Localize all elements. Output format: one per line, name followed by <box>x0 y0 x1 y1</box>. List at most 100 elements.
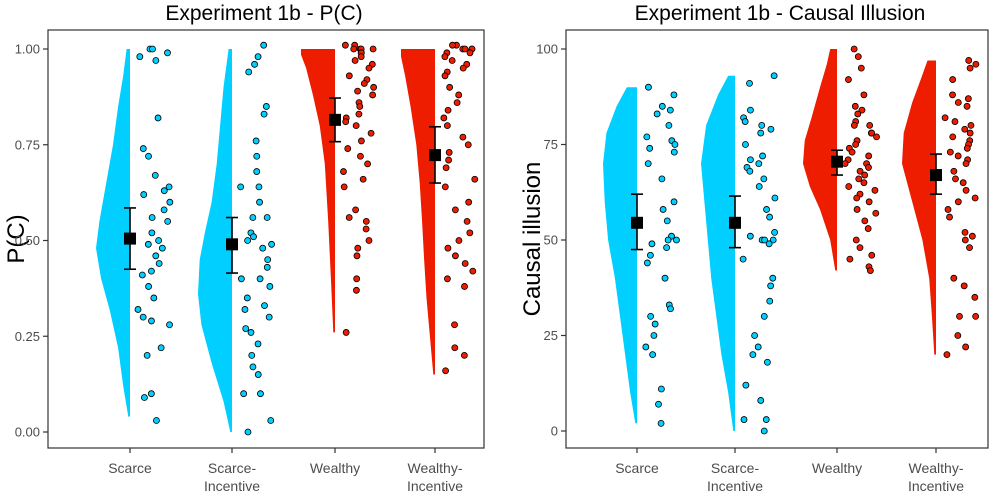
data-point <box>444 106 452 114</box>
data-point <box>141 394 148 401</box>
mean-marker <box>329 113 341 126</box>
data-point <box>762 416 770 423</box>
data-point <box>263 214 271 221</box>
data-point <box>356 103 364 110</box>
mean-marker <box>831 155 843 168</box>
data-point <box>950 167 958 175</box>
data-point <box>244 428 252 436</box>
data-point <box>771 228 778 236</box>
data-point <box>138 271 146 279</box>
data-point <box>767 282 775 290</box>
data-point <box>244 237 252 244</box>
data-point <box>353 286 360 294</box>
data-point <box>873 133 880 141</box>
data-point <box>755 183 763 190</box>
data-point <box>237 275 245 283</box>
data-point <box>451 344 459 352</box>
data-point <box>771 194 779 202</box>
data-point <box>761 236 769 244</box>
data-point <box>658 175 666 183</box>
data-point <box>465 198 473 206</box>
data-point <box>845 76 852 83</box>
data-point <box>857 64 865 72</box>
data-point <box>946 148 954 156</box>
data-point <box>949 91 956 99</box>
data-point <box>446 83 454 91</box>
data-point <box>650 332 658 339</box>
data-point <box>444 244 452 252</box>
y-tick-label: 0.75 <box>15 137 40 152</box>
data-point <box>648 240 656 248</box>
data-point <box>139 145 147 152</box>
data-point <box>134 306 142 313</box>
data-point <box>152 252 160 260</box>
data-point <box>252 137 260 145</box>
data-point <box>250 233 257 241</box>
data-point <box>663 217 671 225</box>
data-point <box>854 53 862 61</box>
x-tick-label: Scarce <box>615 460 659 476</box>
data-point <box>149 45 156 53</box>
data-point <box>954 152 962 160</box>
data-point <box>657 385 665 393</box>
data-point <box>249 214 257 221</box>
data-point <box>850 122 858 129</box>
data-point <box>643 259 651 267</box>
data-point <box>770 72 778 80</box>
data-point <box>342 329 350 336</box>
data-point <box>364 160 371 168</box>
data-point <box>441 53 449 61</box>
data-point <box>760 175 768 183</box>
data-point <box>757 129 765 137</box>
data-point <box>952 175 959 183</box>
plot-frame <box>565 29 989 449</box>
data-point <box>860 91 868 99</box>
y-axis-title: Causal illusion <box>519 162 546 317</box>
data-point <box>166 321 173 329</box>
y-tick-label: 0.50 <box>15 233 40 248</box>
y-tick-label: 75 <box>544 137 558 152</box>
x-tick-label: Scarce- <box>711 460 760 476</box>
data-point <box>241 306 249 313</box>
data-point <box>871 186 879 194</box>
data-point <box>759 152 766 160</box>
data-point <box>157 344 165 352</box>
data-point <box>139 313 147 321</box>
y-tick-label: 1.00 <box>15 42 40 57</box>
data-point <box>143 351 151 359</box>
y-axis-title: P(C) <box>3 214 30 263</box>
data-point <box>340 183 348 191</box>
data-point <box>663 244 671 252</box>
data-point <box>254 371 262 378</box>
data-point <box>249 363 257 371</box>
data-point <box>267 417 275 424</box>
mean-marker <box>124 232 136 245</box>
data-point <box>152 57 160 64</box>
data-point <box>868 129 876 137</box>
data-point <box>345 72 353 80</box>
data-point <box>461 283 468 290</box>
data-point <box>259 244 267 252</box>
x-tick-label: Scarce <box>108 460 152 476</box>
data-point <box>254 53 262 61</box>
data-point <box>963 144 971 152</box>
data-point <box>655 400 662 408</box>
data-point <box>352 206 359 214</box>
data-point <box>260 110 268 118</box>
data-point <box>965 57 973 64</box>
data-point <box>362 217 370 225</box>
data-point <box>147 390 155 398</box>
data-point <box>742 141 749 148</box>
data-point <box>352 122 360 129</box>
data-point <box>445 156 453 164</box>
data-point <box>860 179 868 187</box>
data-point <box>455 91 463 99</box>
data-point <box>868 251 876 259</box>
mean-marker <box>729 216 741 229</box>
panel-pc: Experiment 1b - P(C) P(C) 0.00 0.25 0.50 0.75… <box>3 2 485 494</box>
data-point <box>148 267 155 275</box>
data-point <box>144 240 152 248</box>
data-point <box>164 49 171 57</box>
violin-scarce <box>96 49 130 417</box>
data-point <box>670 91 678 99</box>
